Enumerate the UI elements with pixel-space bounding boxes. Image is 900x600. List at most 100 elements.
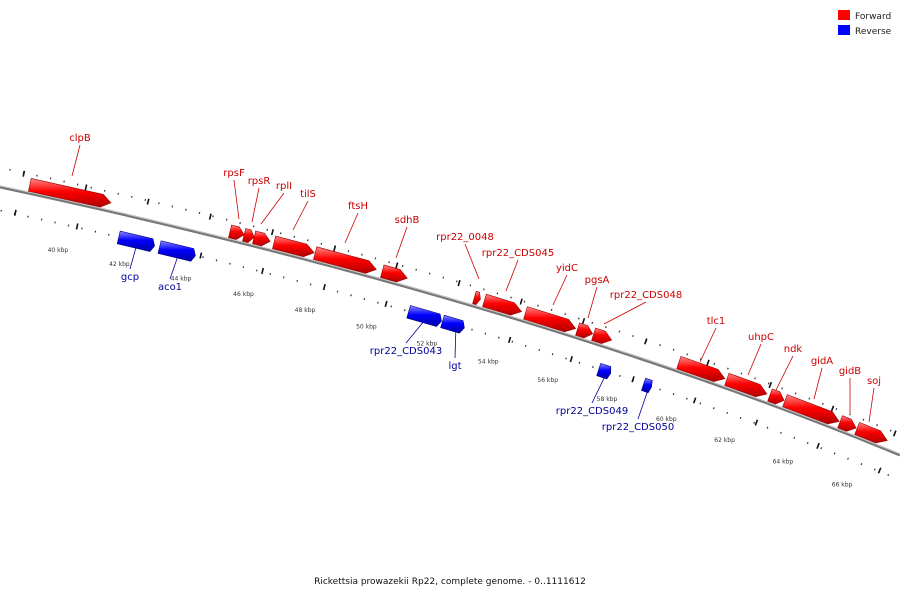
scale-major-tick: [830, 405, 835, 412]
gene-feature-gidB[interactable]: [837, 415, 857, 432]
scale-dot: [713, 362, 716, 365]
scale-dot: [185, 208, 187, 211]
gene-feature-rpsF[interactable]: [228, 224, 245, 240]
scale-dot: [712, 407, 715, 410]
leader-line-ndk: [775, 355, 794, 391]
scale-dot: [442, 276, 445, 279]
scale-dot: [40, 218, 43, 221]
gene-features: [28, 178, 888, 444]
gene-feature-gcp[interactable]: [116, 230, 155, 252]
gene-label-yidC: yidC: [556, 263, 578, 274]
scale-dot: [36, 174, 38, 177]
leader-line-sdhB: [395, 226, 408, 259]
gene-label-rpsR: rpsR: [248, 176, 271, 187]
scale-label: 52 kbp: [417, 341, 438, 348]
gene-label-gidB: gidB: [839, 366, 861, 377]
gene-feature-ndk[interactable]: [767, 388, 785, 405]
scale-dot: [849, 413, 851, 416]
scale-dot: [484, 332, 487, 335]
scale-major-tick: [644, 338, 648, 345]
gene-label-rpsF: rpsF: [223, 168, 245, 179]
gene-label-rpr22_CDS049: rpr22_CDS049: [556, 406, 628, 417]
scale-dot: [618, 330, 621, 333]
gene-feature-ftsH[interactable]: [313, 246, 377, 274]
scale-label: 62 kbp: [714, 437, 735, 444]
scale-dot: [27, 215, 29, 218]
scale-dot: [699, 402, 702, 405]
gene-feature-rpr22_CDS050[interactable]: [641, 377, 653, 394]
scale-major-tick: [816, 442, 820, 449]
gene-feature-rpr22_CDS043[interactable]: [406, 305, 442, 327]
scale-dot: [455, 280, 458, 283]
scale-dot: [860, 463, 863, 466]
scale-dot: [820, 447, 823, 450]
scale-dot: [550, 308, 553, 311]
gene-label-rpr22_CDS050: rpr22_CDS050: [602, 422, 674, 433]
gene-feature-uhpC[interactable]: [724, 372, 768, 398]
scale-label: 66 kbp: [832, 482, 853, 489]
scale-major-tick: [877, 467, 882, 474]
gene-feature-sdhB[interactable]: [380, 264, 408, 283]
scale-dot: [215, 259, 218, 262]
gene-feature-rpr22_0048[interactable]: [472, 290, 481, 306]
leader-line-pgsA: [587, 286, 598, 319]
scale-label: 56 kbp: [537, 377, 558, 384]
scale-label: 50 kbp: [356, 324, 377, 331]
scale-dot: [266, 228, 269, 231]
scale-dot: [255, 269, 258, 272]
gene-feature-soj[interactable]: [854, 422, 888, 444]
scale-dot: [279, 232, 282, 235]
scale-dot: [9, 168, 11, 171]
gene-feature-tlc1[interactable]: [676, 356, 726, 382]
scale-dot: [428, 272, 431, 275]
scale-dot: [605, 326, 607, 329]
scale-major-tick: [199, 252, 203, 259]
scale-major-tick: [519, 298, 523, 305]
scale-dot: [862, 418, 865, 421]
scale-major-tick: [322, 283, 326, 291]
legend-forward-swatch: [838, 10, 850, 20]
genome-caption: Rickettsia prowazekii Rp22, complete gen…: [314, 577, 586, 587]
scale-major-tick: [692, 397, 697, 404]
gene-feature-rpr22_CDS045[interactable]: [482, 293, 523, 316]
gene-feature-aco1[interactable]: [157, 240, 196, 262]
leader-line-rpr22_0048: [464, 243, 480, 280]
scale-dot: [564, 313, 567, 316]
gene-feature-clpB[interactable]: [28, 178, 112, 208]
scale-dot: [686, 397, 688, 400]
gene-feature-rplI[interactable]: [252, 230, 271, 247]
scale-major-tick: [892, 430, 897, 437]
scale-dot: [672, 393, 675, 396]
scale-dot: [767, 382, 770, 385]
gene-feature-rpsR[interactable]: [242, 228, 255, 243]
scale-dot: [94, 230, 97, 233]
scale-dot: [158, 202, 160, 205]
gene-label-ftsH: ftsH: [348, 201, 368, 212]
leader-line-rpsF: [233, 179, 240, 220]
label-leader-lines: [71, 144, 875, 423]
scale-dot: [483, 288, 485, 291]
gene-feature-yidC[interactable]: [523, 306, 577, 333]
gene-label-gidA: gidA: [811, 356, 833, 367]
gene-feature-lgt[interactable]: [440, 314, 465, 334]
gene-feature-gidA[interactable]: [782, 394, 840, 425]
scale-dot: [76, 183, 79, 186]
gene-label-ndk: ndk: [784, 344, 803, 355]
scale-dot: [565, 357, 567, 360]
scale-major-tick: [333, 245, 337, 252]
gene-label-lgt: lgt: [448, 361, 461, 372]
scale-label: 58 kbp: [597, 396, 618, 403]
gene-feature-rpr22_CDS049[interactable]: [596, 363, 612, 380]
scale-dot: [833, 452, 836, 455]
gene-feature-tilS[interactable]: [272, 235, 315, 258]
scale-dot: [537, 304, 539, 307]
scale-dot: [511, 340, 514, 343]
scale-dot: [198, 211, 201, 215]
leader-line-yidC: [552, 274, 568, 306]
gene-feature-pgsA[interactable]: [575, 322, 594, 339]
gene-label-tlc1: tlc1: [707, 316, 726, 327]
legend: Forward Reverse: [838, 10, 892, 37]
gene-feature-rpr22_CDS048[interactable]: [591, 327, 613, 344]
scale-major-tick: [384, 300, 388, 308]
